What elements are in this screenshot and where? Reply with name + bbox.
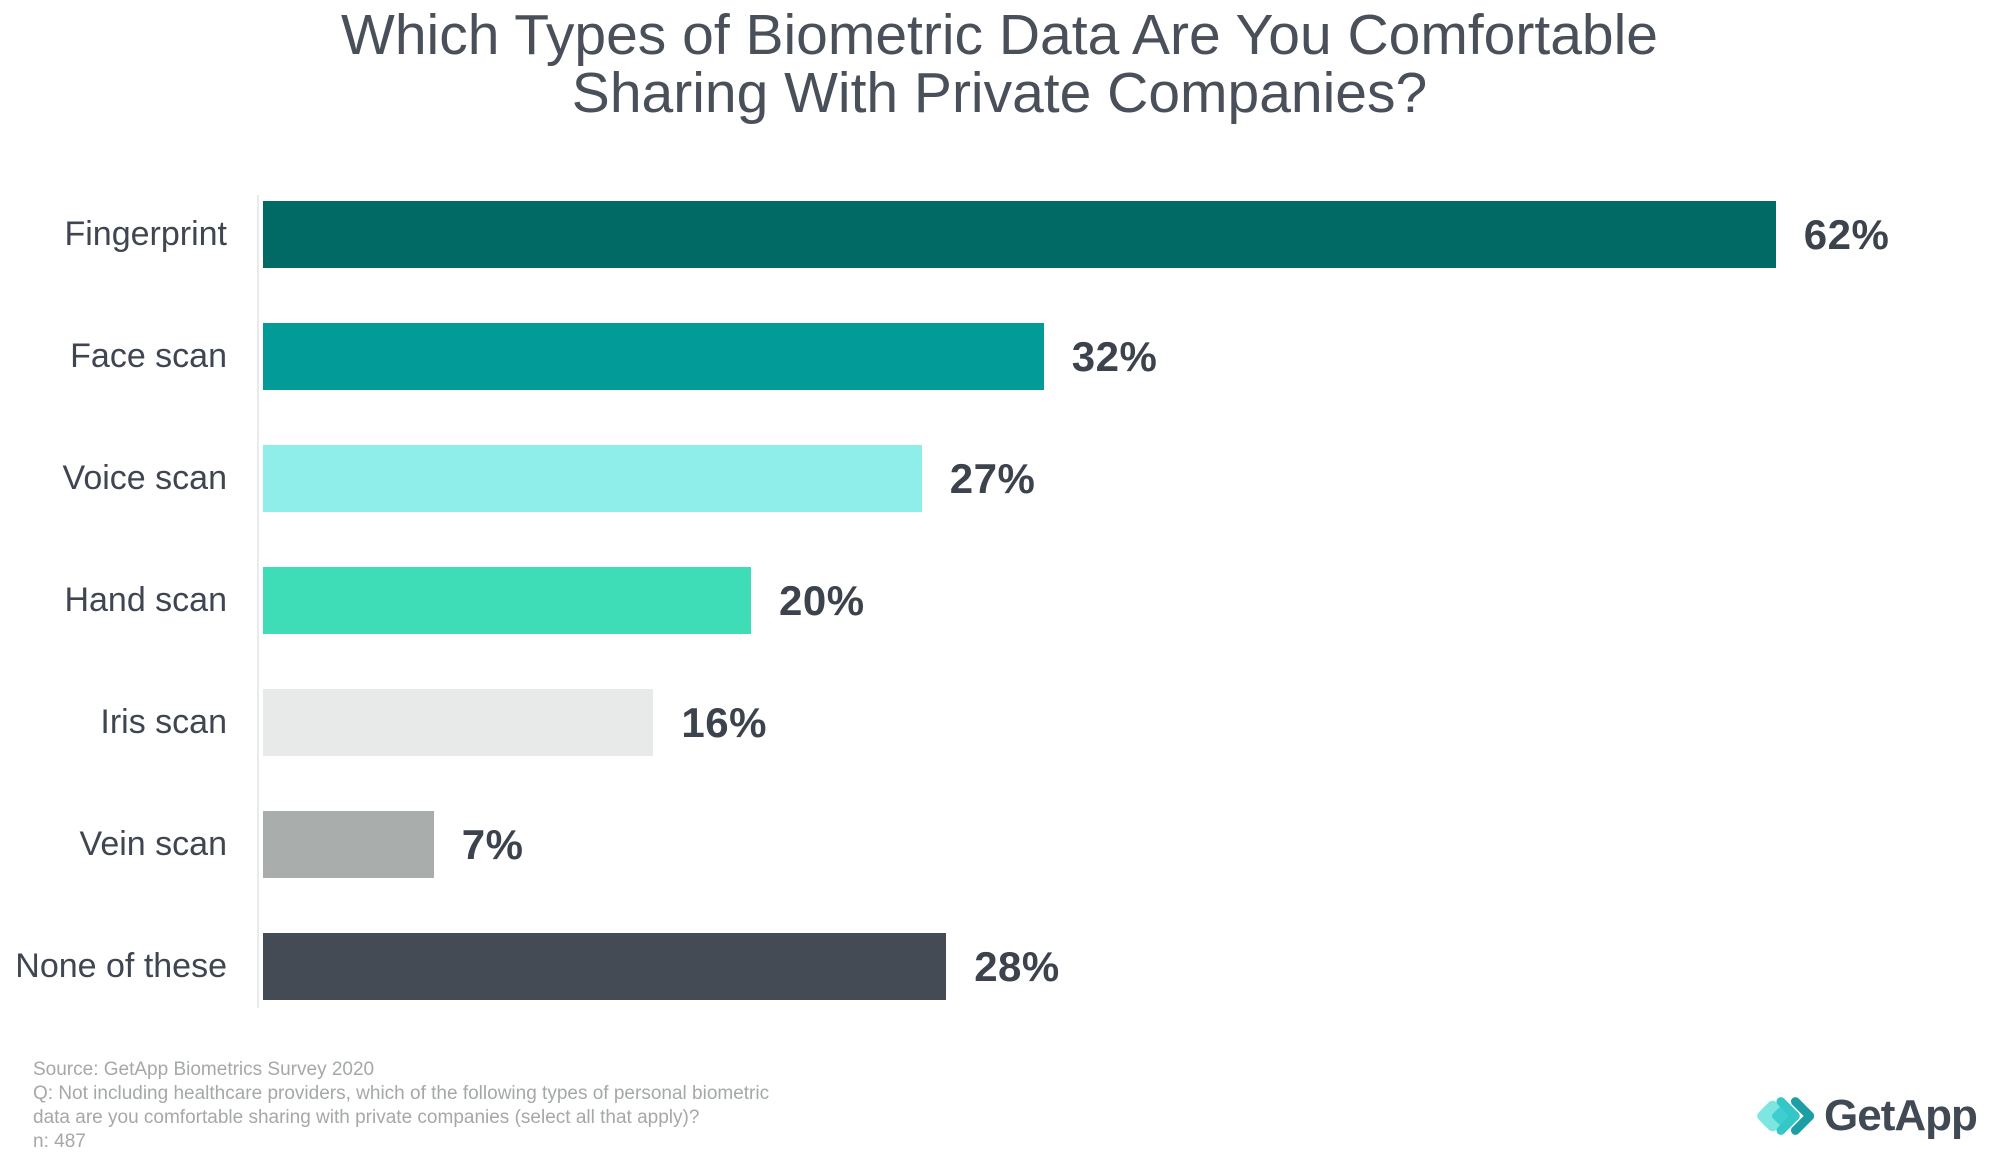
getapp-logo: GetApp [1753,1090,1978,1142]
footnote-source: Source: GetApp Biometrics Survey 2020 [33,1059,375,1080]
bar-track: 62% [263,201,1999,268]
footnote-question-line1: Q: Not including healthcare providers, w… [33,1083,770,1104]
category-label: None of these [15,947,227,985]
bar [263,933,947,1000]
bar [263,323,1044,390]
bar-track: 16% [263,689,1999,756]
chart-row: Fingerprint 62% [0,201,1999,268]
chart-title: Which Types of Biometric Data Are You Co… [0,6,1999,122]
footnote-question-line2: data are you comfortable sharing with pr… [33,1107,700,1128]
value-label: 27% [949,454,1036,502]
chart-row: Hand scan 20% [0,567,1999,634]
bar-track: 7% [263,811,1999,878]
value-label: 16% [681,698,767,746]
category-label: Face scan [70,337,227,375]
chart-title-line1: Which Types of Biometric Data Are You Co… [341,3,1658,67]
getapp-chevrons-icon [1757,1097,1815,1135]
bar [263,567,751,634]
bar-track: 27% [263,445,1999,512]
value-label: 62% [1803,210,1890,258]
getapp-logo-text: GetApp [1824,1091,1978,1140]
footnotes: Source: GetApp Biometrics Survey 2020 Q:… [33,1058,769,1154]
footnote-sample-size: n: 487 [33,1131,86,1152]
category-label: Voice scan [62,459,227,497]
bar [263,689,654,756]
bar [263,201,1776,268]
y-axis-line [257,195,259,1008]
category-label: Fingerprint [64,215,227,253]
chart-row: Face scan 32% [0,323,1999,390]
category-label: Iris scan [100,703,227,741]
value-label: 32% [1071,332,1158,380]
bar [263,445,922,512]
value-label: 20% [779,576,865,624]
value-label: 28% [974,942,1060,990]
bar-track: 20% [263,567,1999,634]
value-label: 7% [461,820,524,868]
bar-track: 28% [263,933,1999,1000]
chart-row: None of these 28% [0,933,1999,1000]
bar [263,811,434,878]
chart-title-line2: Sharing With Private Companies? [571,61,1428,125]
bar-chart: Fingerprint 62% Face scan 32% Voice scan… [0,195,1999,1055]
category-label: Hand scan [64,581,227,619]
bar-track: 32% [263,323,1999,390]
category-label: Vein scan [79,825,227,863]
chart-row: Vein scan 7% [0,811,1999,878]
chart-row: Iris scan 16% [0,689,1999,756]
chart-row: Voice scan 27% [0,445,1999,512]
chart-rows: Fingerprint 62% Face scan 32% Voice scan… [0,201,1999,1000]
